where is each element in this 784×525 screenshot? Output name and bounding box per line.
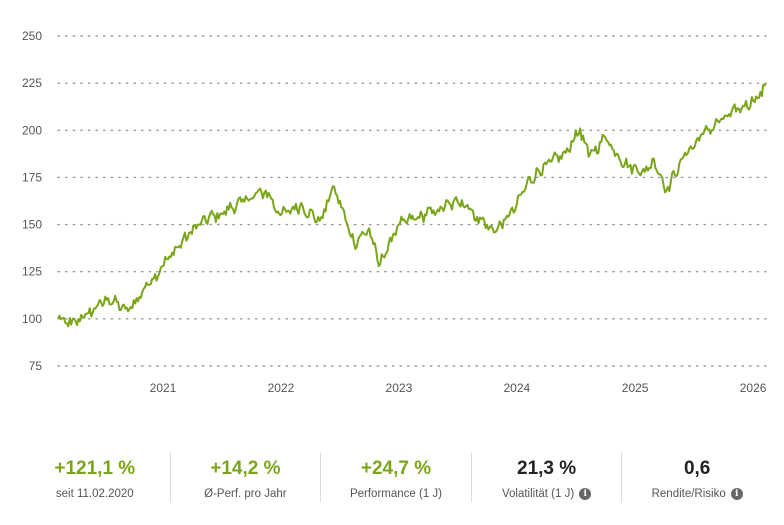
x-tick-label: 2025 (622, 381, 649, 395)
stat-annual-performance-label: Ø-Perf. pro Jahr (204, 488, 286, 500)
stat-total-performance-label-text: seit 11.02.2020 (55, 488, 134, 500)
y-tick-label: 100 (22, 312, 42, 326)
stat-return-risk-label: Rendite/Risiko i (652, 488, 743, 500)
x-tick-label: 2023 (386, 381, 413, 395)
stat-annual-performance: +14,2 % Ø-Perf. pro Jahr (169, 452, 321, 502)
info-icon[interactable]: i (579, 488, 592, 500)
stat-performance-1y-label: Performance (1 J) (350, 488, 442, 500)
performance-chart: 250 225 200 175 150 125 100 75 2021 2022 2023 2024 2… (22, 29, 767, 395)
stat-performance-1y: +24,7 % Performance (1 J) (320, 452, 471, 502)
stat-total-performance: +121,1 % seit 11.02.2020 (20, 452, 170, 502)
stat-performance-1y-label-text: Performance (1 J) (349, 488, 442, 500)
x-tick-label: 2021 (150, 381, 177, 395)
y-tick-label: 225 (22, 76, 42, 90)
stat-return-risk-value: 0,6 (683, 458, 711, 479)
y-tick-label: 200 (22, 123, 42, 137)
stat-return-risk: 0,6 Rendite/Risiko i (621, 452, 772, 502)
price-series-line (57, 82, 767, 328)
stat-performance-1y-value: +24,7 % (360, 458, 432, 479)
y-tick-label: 75 (29, 359, 43, 373)
y-tick-label: 175 (22, 170, 42, 184)
y-tick-label: 125 (22, 265, 42, 279)
stat-total-performance-value: +121,1 % (54, 458, 136, 479)
y-tick-label: 250 (22, 29, 42, 43)
stat-annual-performance-value: +14,2 % (210, 458, 281, 479)
stat-volatility-1y-label-text: Volatilität (1 J) (501, 488, 575, 500)
x-tick-label: 2022 (268, 381, 295, 395)
stat-total-performance-label: seit 11.02.2020 (56, 488, 134, 500)
info-icon[interactable]: i (730, 488, 743, 500)
stat-annual-performance-label-text: Ø-Perf. pro Jahr (204, 488, 287, 500)
y-tick-label: 150 (22, 218, 42, 232)
x-tick-label: 2026 (740, 381, 767, 395)
stat-return-risk-label-text: Rendite/Risiko (651, 488, 726, 500)
stat-volatility-1y-label: Volatilität (1 J) i (501, 488, 592, 500)
stat-volatility-1y: 21,3 % Volatilität (1 J) i (470, 452, 622, 502)
x-tick-label: 2024 (504, 381, 531, 395)
stat-volatility-1y-value: 21,3 % (517, 458, 577, 479)
stats-bar: +121,1 % seit 11.02.2020 +14,2 % Ø-Perf.… (20, 452, 772, 502)
